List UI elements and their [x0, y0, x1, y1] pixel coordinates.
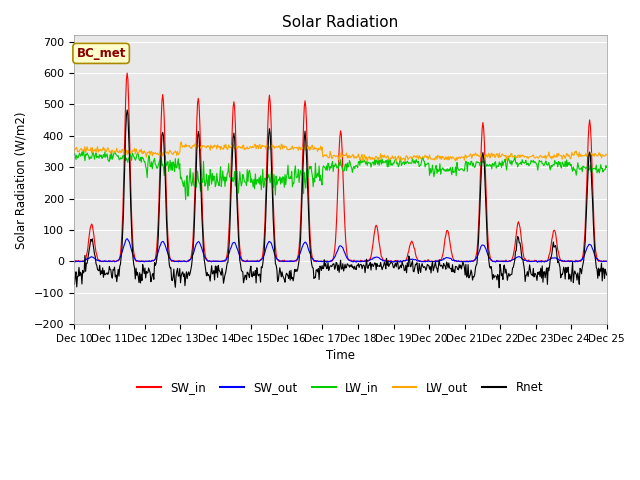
LW_in — [79, 147, 87, 153]
Line: LW_out: LW_out — [74, 142, 607, 162]
SW_in — [80, 259, 88, 264]
Rnet — [406, 256, 413, 262]
SW_in — [136, 258, 143, 264]
SW_in — [218, 258, 226, 264]
X-axis label: Time: Time — [326, 349, 355, 362]
SW_in — [124, 70, 131, 76]
SW_out — [70, 258, 77, 264]
Rnet — [189, 247, 197, 252]
SW_out — [135, 258, 143, 264]
SW_out — [406, 256, 414, 262]
Rnet — [135, 280, 143, 286]
LW_out — [364, 159, 371, 165]
LW_out — [406, 154, 414, 160]
Rnet — [218, 272, 225, 278]
LW_in — [406, 160, 414, 166]
LW_in — [190, 182, 198, 188]
LW_in — [218, 177, 226, 182]
SW_in — [70, 258, 77, 264]
LW_out — [189, 143, 197, 148]
Line: Rnet: Rnet — [74, 110, 607, 288]
LW_in — [135, 156, 143, 162]
SW_out — [189, 252, 197, 257]
Line: SW_in: SW_in — [74, 73, 607, 262]
Rnet — [79, 270, 87, 276]
Y-axis label: Solar Radiation (W/m2): Solar Radiation (W/m2) — [15, 111, 28, 249]
LW_out — [134, 151, 142, 156]
LW_out — [177, 139, 185, 145]
Rnet — [124, 107, 131, 113]
Line: LW_in: LW_in — [74, 150, 607, 200]
LW_out — [79, 147, 87, 153]
LW_out — [422, 153, 429, 159]
LW_in — [422, 161, 429, 167]
Text: BC_met: BC_met — [76, 47, 126, 60]
LW_in — [182, 197, 189, 203]
SW_out — [218, 258, 225, 264]
Rnet — [421, 264, 429, 270]
Title: Solar Radiation: Solar Radiation — [282, 15, 398, 30]
SW_out — [422, 258, 429, 264]
Rnet — [70, 282, 77, 288]
SW_out — [353, 260, 360, 265]
LW_in — [80, 152, 88, 158]
LW_in — [603, 165, 611, 170]
LW_out — [603, 152, 611, 158]
SW_out — [124, 236, 131, 241]
LW_out — [218, 144, 225, 149]
SW_in — [406, 241, 414, 247]
LW_in — [70, 152, 77, 157]
SW_in — [190, 217, 198, 223]
SW_out — [603, 258, 611, 264]
Rnet — [603, 272, 611, 278]
SW_in — [422, 259, 429, 264]
Legend: SW_in, SW_out, LW_in, LW_out, Rnet: SW_in, SW_out, LW_in, LW_out, Rnet — [132, 377, 548, 399]
Line: SW_out: SW_out — [74, 239, 607, 263]
SW_in — [603, 259, 611, 264]
SW_out — [79, 259, 87, 264]
SW_in — [70, 259, 78, 264]
LW_out — [70, 149, 77, 155]
Rnet — [495, 285, 503, 291]
